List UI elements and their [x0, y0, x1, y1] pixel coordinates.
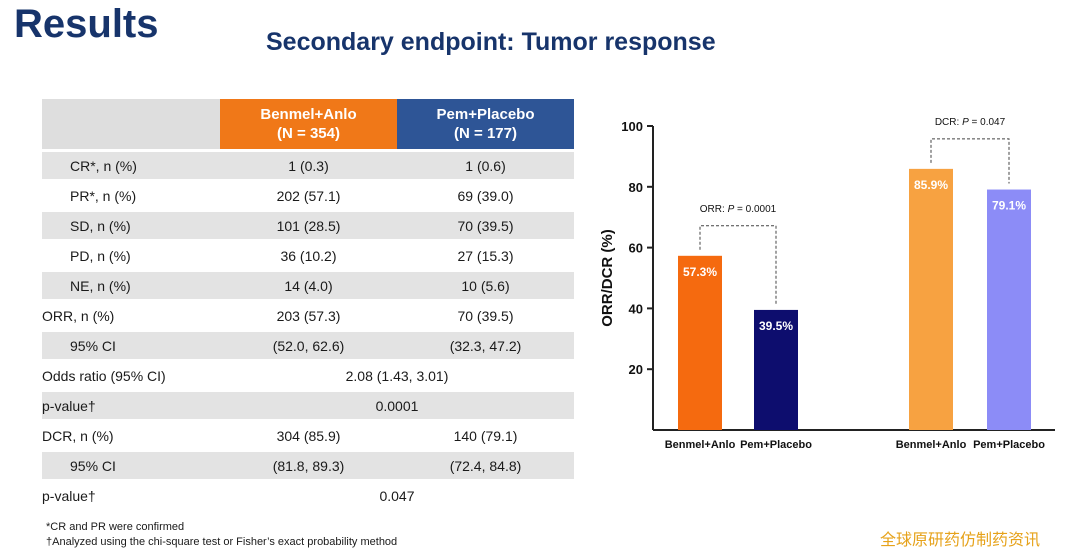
y-tick-label: 60: [629, 241, 643, 256]
header-arm-name: Pem+Placebo: [436, 106, 535, 123]
cell-benmel-anlo: (52.0, 62.6): [220, 330, 397, 362]
footnote: *CR and PR were confirmed: [46, 521, 185, 533]
x-category-label: Benmel+Anlo: [896, 439, 967, 451]
row-label: ORR, n (%): [42, 300, 220, 332]
cell-benmel-anlo: 304 (85.9): [220, 420, 397, 452]
cell-pem-placebo: 10 (5.6): [397, 270, 574, 302]
slide-subtitle: Secondary endpoint: Tumor response: [266, 28, 716, 56]
cell-benmel-anlo: 202 (57.1): [220, 180, 397, 212]
cell-pem-placebo: 70 (39.5): [397, 300, 574, 332]
x-category-label: Benmel+Anlo: [665, 439, 736, 451]
x-category-label: Pem+Placebo: [740, 439, 812, 451]
bar-value-label: 79.1%: [992, 199, 1026, 213]
cell-pem-placebo: (72.4, 84.8): [397, 450, 574, 482]
row-label: PD, n (%): [42, 240, 220, 272]
table-row: p-value† 0.047: [42, 480, 574, 512]
table-row: CR*, n (%) 1 (0.3) 1 (0.6): [42, 150, 574, 182]
bar-value-label: 85.9%: [914, 178, 948, 192]
row-label: PR*, n (%): [42, 180, 220, 212]
row-merged-value: 0.047: [220, 480, 574, 512]
y-tick-label: 100: [621, 119, 643, 134]
cell-pem-placebo: 27 (15.3): [397, 240, 574, 272]
table-row: 95% CI (52.0, 62.6) (32.3, 47.2): [42, 330, 574, 362]
table-row: SD, n (%) 101 (28.5) 70 (39.5): [42, 210, 574, 242]
table-row: ORR, n (%) 203 (57.3) 70 (39.5): [42, 300, 574, 332]
bar-value-label: 57.3%: [683, 265, 717, 279]
cell-benmel-anlo: 1 (0.3): [220, 150, 397, 182]
table-row: p-value† 0.0001: [42, 390, 574, 422]
significance-bracket: [699, 225, 777, 304]
cell-pem-placebo: 69 (39.0): [397, 180, 574, 212]
y-tick-label: 40: [629, 301, 643, 316]
row-label: Odds ratio (95% CI): [42, 360, 220, 392]
cell-pem-placebo: 1 (0.6): [397, 150, 574, 182]
table-header-pem-placebo: Pem+Placebo (N = 177): [397, 99, 574, 152]
bar-value-label: 39.5%: [759, 319, 793, 333]
annotation-prefix: ORR:: [700, 204, 728, 215]
significance-bracket: [930, 138, 1010, 184]
row-label: SD, n (%): [42, 210, 220, 242]
header-arm-name: Benmel+Anlo: [260, 106, 357, 123]
table-row: DCR, n (%) 304 (85.9) 140 (79.1): [42, 420, 574, 452]
cell-benmel-anlo: 36 (10.2): [220, 240, 397, 272]
p-value-annotation: DCR: P = 0.047: [935, 117, 1006, 128]
cell-pem-placebo: 140 (79.1): [397, 420, 574, 452]
annotation-suffix: = 0.047: [969, 117, 1006, 128]
table-row: 95% CI (81.8, 89.3) (72.4, 84.8): [42, 450, 574, 482]
cell-pem-placebo: 70 (39.5): [397, 210, 574, 242]
annotation-suffix: = 0.0001: [734, 204, 776, 215]
tumor-response-table: Benmel+Anlo (N = 354) Pem+Placebo (N = 1…: [42, 99, 574, 512]
table-row: Odds ratio (95% CI) 2.08 (1.43, 3.01): [42, 360, 574, 392]
row-label: 95% CI: [42, 330, 220, 362]
watermark-text: 全球原研药仿制药资讯: [880, 530, 1041, 549]
cell-benmel-anlo: 203 (57.3): [220, 300, 397, 332]
bar-0-0: [678, 255, 722, 430]
header-arm-n: (N = 354): [277, 125, 340, 142]
table-row: PD, n (%) 36 (10.2) 27 (15.3): [42, 240, 574, 272]
table-row: PR*, n (%) 202 (57.1) 69 (39.0): [42, 180, 574, 212]
row-merged-value: 2.08 (1.43, 3.01): [220, 360, 574, 392]
row-label: p-value†: [42, 390, 220, 422]
row-label: DCR, n (%): [42, 420, 220, 452]
bar-1-0: [909, 168, 953, 430]
bar-0-1: [754, 309, 798, 430]
orr-dcr-bar-chart: ORR/DCR (%) 20 40 60 80 100 57.3% Benmel+Anlo 39…: [599, 117, 1055, 451]
table-row: NE, n (%) 14 (4.0) 10 (5.6): [42, 270, 574, 302]
slide-title: Results: [14, 2, 159, 46]
x-category-label: Pem+Placebo: [973, 439, 1045, 451]
annotation-p-symbol: P: [962, 117, 969, 128]
table-body: CR*, n (%) 1 (0.3) 1 (0.6) PR*, n (%) 202 (5…: [42, 150, 574, 512]
header-arm-n: (N = 177): [454, 125, 517, 142]
y-tick-label: 80: [629, 180, 643, 195]
cell-pem-placebo: (32.3, 47.2): [397, 330, 574, 362]
y-axis-label: ORR/DCR (%): [599, 229, 616, 327]
row-label: p-value†: [42, 480, 220, 512]
cell-benmel-anlo: (81.8, 89.3): [220, 450, 397, 482]
annotation-p-symbol: P: [728, 204, 735, 215]
y-tick-label: 20: [629, 362, 643, 377]
row-label: NE, n (%): [42, 270, 220, 302]
row-label: CR*, n (%): [42, 150, 220, 182]
table-header-blank: [42, 99, 220, 152]
footnote: †Analyzed using the chi-square test or F…: [46, 536, 398, 548]
annotation-prefix: DCR:: [935, 117, 962, 128]
cell-benmel-anlo: 14 (4.0): [220, 270, 397, 302]
row-merged-value: 0.0001: [220, 390, 574, 422]
table-header-benmel-anlo: Benmel+Anlo (N = 354): [220, 99, 397, 152]
footnotes: *CR and PR were confirmed †Analyzed usin…: [46, 520, 397, 550]
row-label: 95% CI: [42, 450, 220, 482]
p-value-annotation: ORR: P = 0.0001: [700, 204, 777, 215]
cell-benmel-anlo: 101 (28.5): [220, 210, 397, 242]
bar-1-1: [987, 189, 1031, 430]
